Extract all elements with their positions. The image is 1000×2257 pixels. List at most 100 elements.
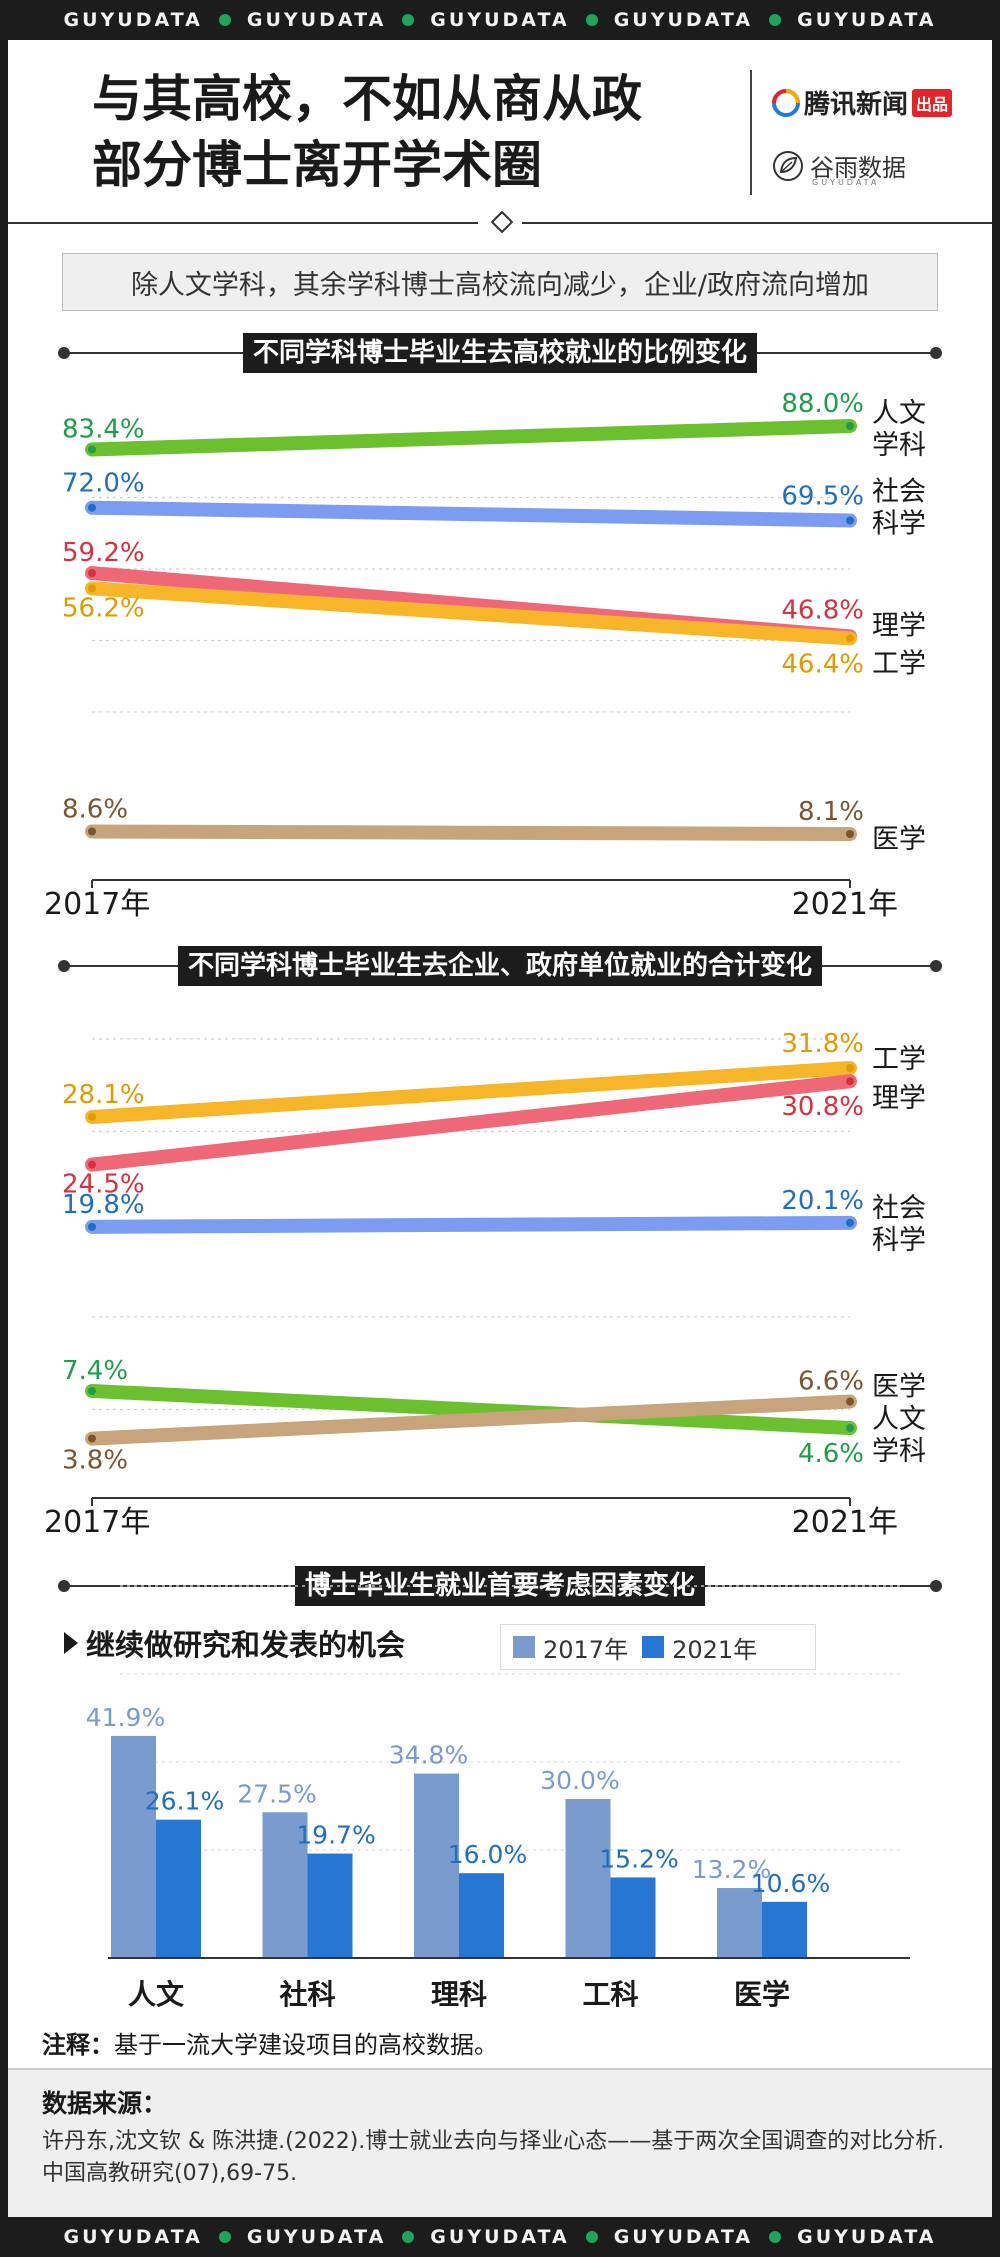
series-name-label: 医学 — [872, 824, 926, 855]
brand-band-bottom: GUYUDATA GUYUDATA GUYUDATA GUYUDATA GUYUDATA — [0, 2217, 1000, 2257]
legend-label-2021: 2021年 — [672, 1635, 758, 1664]
data-label: 72.0% — [62, 469, 145, 499]
tencent-news-icon — [772, 88, 800, 117]
series-name-label: 人文 — [872, 1404, 926, 1435]
triangle-bullet-icon — [64, 1632, 78, 1654]
legend-swatch-2017 — [513, 1636, 535, 1658]
brand-dot — [218, 14, 231, 26]
bar-value-label: 15.2% — [599, 1844, 678, 1873]
brand-word: GUYUDATA — [613, 2226, 754, 2248]
title-line-1: 与其高校，不如从商从政 — [92, 70, 642, 128]
data-label: 4.6% — [798, 1439, 864, 1469]
source-text: 许丹东,沈文钦 & 陈洪捷.(2022).博士就业去向与择业心态——基于两次全国… — [42, 2129, 945, 2186]
frame-right — [992, 40, 1000, 2217]
data-label: 19.8% — [62, 1190, 145, 1220]
data-point — [846, 634, 854, 643]
data-label: 88.0% — [781, 389, 864, 419]
series-line — [85, 824, 857, 841]
series-name-label: 社会 — [872, 1193, 926, 1224]
data-label: 59.2% — [62, 538, 145, 568]
bar — [459, 1873, 504, 1958]
note-text: 基于一流大学建设项目的高校数据。 — [114, 2031, 498, 2059]
data-point — [846, 1424, 854, 1432]
data-point — [88, 445, 96, 454]
data-label: 20.1% — [781, 1186, 864, 1216]
data-point — [846, 1064, 854, 1072]
tencent-news-label: 腾讯新闻 — [804, 90, 909, 120]
guyu-leaf-icon — [773, 150, 803, 181]
bar — [156, 1819, 201, 1958]
legend-item-2017: 2017年 — [513, 1630, 628, 1665]
brand-dot — [585, 14, 598, 26]
data-label: 46.8% — [781, 595, 864, 625]
series-name-label: 理学 — [872, 610, 926, 641]
brand-word: GUYUDATA — [63, 9, 203, 31]
guyu-data-logo: 谷雨数据 — [772, 148, 906, 183]
data-point — [846, 1397, 854, 1406]
bar-value-label: 16.0% — [448, 1840, 527, 1869]
bar-value-label: 34.8% — [389, 1741, 468, 1770]
bar-value-label: 10.6% — [751, 1869, 830, 1898]
series-name-label: 理学 — [872, 1083, 926, 1114]
legend-label-2017: 2017年 — [543, 1635, 629, 1664]
brand-dot — [769, 2231, 782, 2243]
chart2-title: 不同学科博士毕业生去企业、政府单位就业的合计变化 — [177, 946, 823, 986]
data-label: 8.1% — [798, 797, 864, 827]
data-point — [846, 830, 854, 838]
tencent-news-badge: 出品 — [912, 88, 953, 117]
bar — [762, 1901, 807, 1958]
series-name-label: 科学 — [872, 508, 926, 539]
title-line-2: 部分博士离开学术圈 — [92, 136, 542, 194]
bar-value-label: 27.5% — [237, 1779, 316, 1808]
bar-value-label: 30.0% — [540, 1766, 619, 1795]
data-point — [88, 1160, 96, 1169]
data-point — [88, 1434, 96, 1443]
subtitle-box: 除人文学科，其余学科博士高校流向减少，企业/政府流向增加 — [62, 253, 938, 311]
series-name-label: 医学 — [872, 1372, 926, 1403]
series-line — [85, 1061, 857, 1124]
data-label: 69.5% — [781, 481, 864, 511]
series-line — [85, 1074, 857, 1172]
header-rule-right — [522, 222, 992, 224]
frame-left — [0, 40, 8, 2217]
data-point — [846, 1077, 854, 1086]
data-point — [846, 422, 854, 430]
brand-word: GUYUDATA — [613, 9, 754, 31]
bar-chart-subtitle-text: 继续做研究和发表的机会 — [86, 1628, 406, 1662]
series-line — [85, 581, 857, 646]
series-name-label: 工学 — [872, 1044, 926, 1075]
category-label: 人文 — [128, 1978, 184, 2011]
data-point — [88, 569, 96, 578]
bar — [262, 1812, 308, 1958]
legend-item-2021: 2021年 — [642, 1630, 757, 1665]
data-point — [846, 1218, 854, 1227]
header-rule-left — [8, 222, 478, 224]
series-name-label: 人文 — [872, 398, 926, 429]
brand-word: GUYUDATA — [430, 9, 570, 31]
series-line — [85, 1383, 857, 1435]
series-line — [85, 419, 857, 457]
note-label: 注释： — [42, 2031, 114, 2059]
guyu-data-sublabel: GUYUDATA — [812, 178, 880, 187]
data-point — [88, 1222, 96, 1231]
page-title: 与其高校，不如从商从政 部分博士离开学术圈 — [92, 66, 642, 198]
category-label: 医学 — [734, 1978, 790, 2011]
data-point — [846, 516, 854, 525]
series-line — [85, 500, 857, 528]
series-line — [85, 1215, 857, 1234]
x-tick-label: 2017年 — [44, 1505, 150, 1540]
data-label: 6.6% — [798, 1367, 864, 1397]
brand-dot — [402, 14, 415, 26]
bar-value-label: 26.1% — [145, 1787, 224, 1816]
legend-swatch-2021 — [642, 1636, 665, 1658]
category-label: 工科 — [582, 1978, 638, 2011]
bar — [111, 1735, 156, 1958]
x-tick-label: 2017年 — [44, 887, 150, 922]
data-label: 46.4% — [781, 649, 864, 679]
source-title: 数据来源： — [42, 2089, 168, 2118]
brand-dot — [585, 2231, 598, 2243]
source-box: 数据来源： 许丹东,沈文钦 & 陈洪捷.(2022).博士就业去向与择业心态——… — [8, 2068, 992, 2217]
data-label: 28.1% — [62, 1080, 145, 1110]
bar-value-label: 13.2% — [692, 1855, 771, 1884]
